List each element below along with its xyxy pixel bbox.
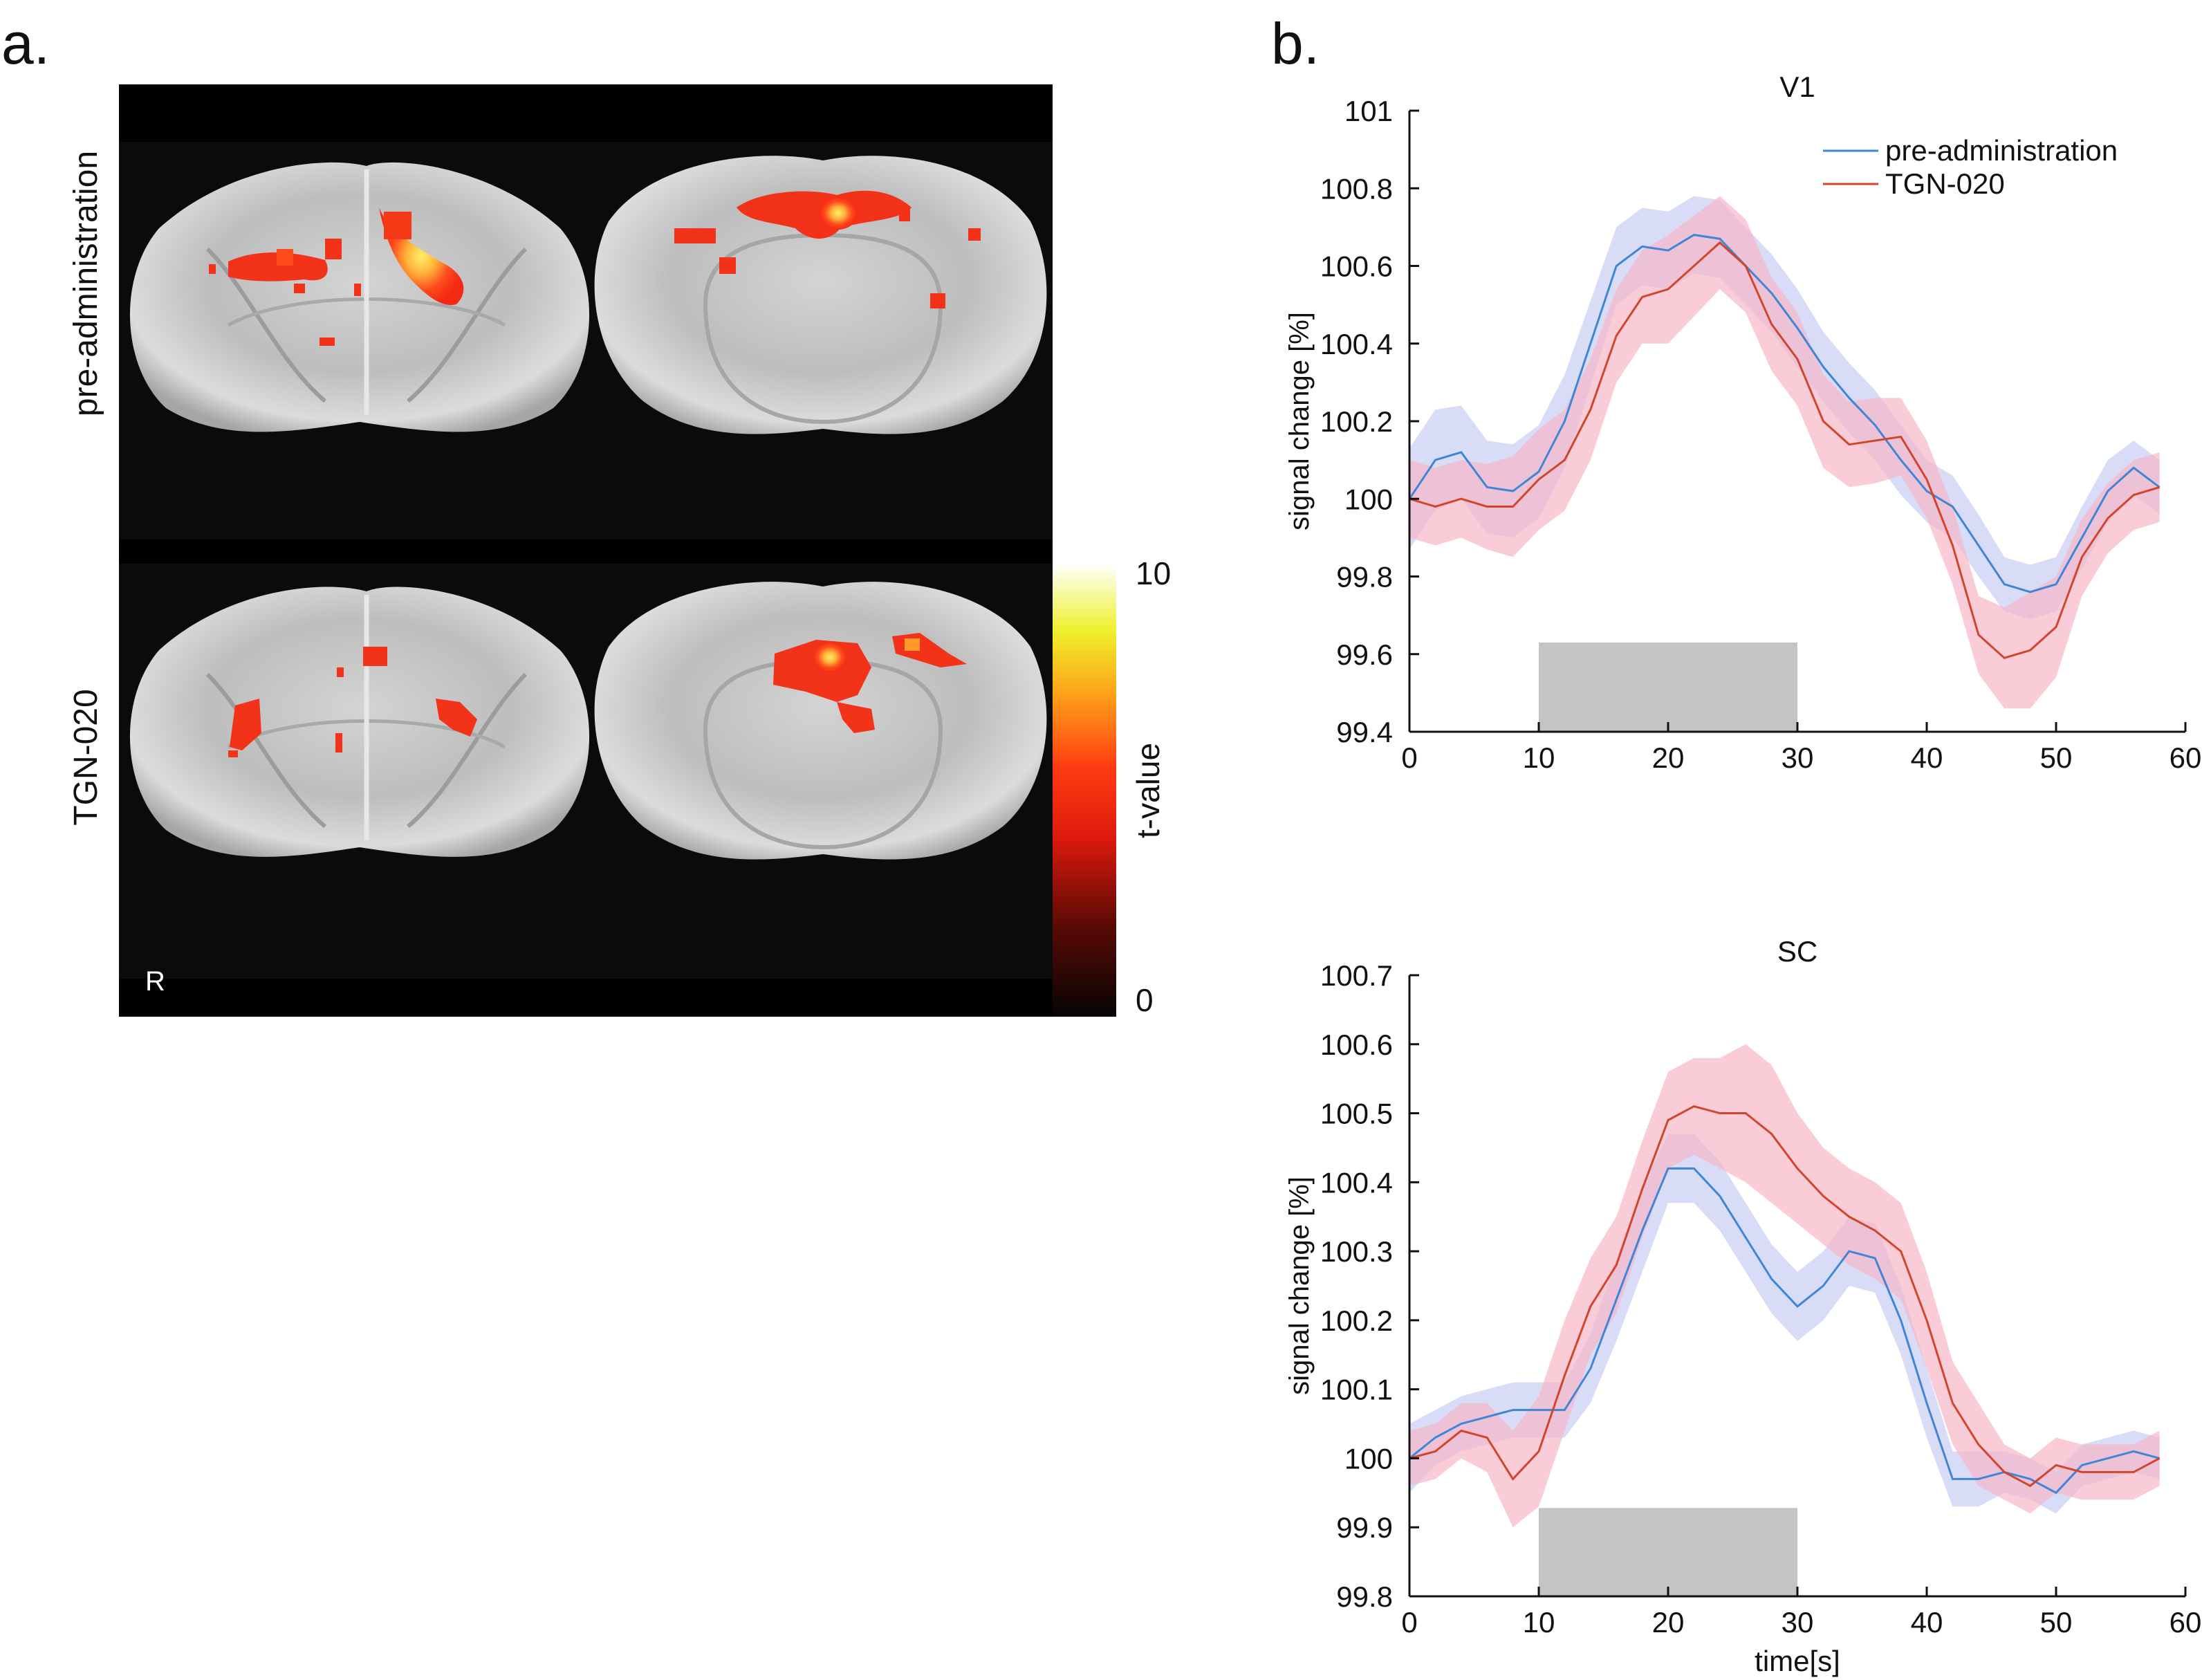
brain-map-panel: 10 0 t-value R: [119, 84, 1171, 1018]
colorbar: [1053, 564, 1116, 1017]
orientation-label: R: [145, 966, 165, 997]
colorbar-max-label: 10: [1136, 555, 1171, 591]
v1-x-tick-label: 30: [1782, 741, 1814, 774]
sc-chart-title: SC: [1777, 935, 1817, 968]
v1-y-tick-label: 100.2: [1320, 405, 1393, 438]
sc-y-tick-label: 100: [1344, 1442, 1393, 1475]
panel-b-label: b.: [1271, 11, 1320, 76]
sc-x-tick-label: 50: [2040, 1606, 2073, 1639]
v1-y-tick-label: 99.6: [1336, 638, 1393, 671]
v1-x-tick-label: 50: [2040, 741, 2073, 774]
brain-slice-tgn-anterior: [129, 587, 590, 857]
brain-slice-pre-posterior: [594, 156, 1047, 434]
sc-y-tick-label: 100.6: [1320, 1028, 1393, 1061]
sc-y-tick-label: 100.4: [1320, 1166, 1393, 1199]
v1-y-tick-label: 100.4: [1320, 328, 1393, 360]
v1-y-axis-label: signal change [%]: [1284, 312, 1315, 530]
sc-y-axis-label: signal change [%]: [1284, 1176, 1315, 1395]
row-label-tgn: TGN-020: [68, 689, 104, 825]
legend-label-tgn: TGN-020: [1885, 167, 2005, 200]
v1-tgn-error-band: [1409, 196, 2160, 709]
sc-y-tick-label: 100.1: [1320, 1374, 1393, 1406]
v1-x-tick-label: 20: [1652, 741, 1685, 774]
v1-y-tick-label: 99.4: [1336, 716, 1393, 748]
sc-pre-error-band: [1409, 1134, 2160, 1514]
colorbar-title: t-value: [1130, 743, 1166, 838]
sc-y-tick-label: 100.2: [1320, 1304, 1393, 1337]
brain-slice-pre-anterior: [129, 162, 590, 432]
v1-stimulus-block: [1539, 642, 1797, 732]
row-label-pre: pre-administration: [68, 151, 104, 416]
v1-y-tick-label: 100.6: [1320, 250, 1393, 283]
brain-slice-tgn-posterior: [594, 582, 1047, 860]
v1-x-tick-label: 0: [1401, 741, 1417, 774]
v1-x-tick-label: 10: [1523, 741, 1555, 774]
sc-tgn-error-band: [1409, 1044, 2160, 1528]
legend-label-pre: pre-administration: [1885, 134, 2118, 167]
sc-x-tick-label: 60: [2169, 1606, 2202, 1639]
chart-sc: 99.899.9100100.1100.2100.3100.4100.5100.…: [1284, 935, 2201, 1677]
sc-tgn-line: [1409, 1105, 2161, 1488]
v1-y-tick-label: 100.8: [1320, 172, 1393, 205]
sc-x-axis-label: time[s]: [1755, 1645, 1840, 1677]
sc-y-tick-label: 99.9: [1336, 1511, 1393, 1544]
v1-y-tick-label: 99.8: [1336, 561, 1393, 593]
v1-pre-error-band: [1409, 196, 2160, 620]
colorbar-min-label: 0: [1136, 982, 1154, 1018]
sc-y-tick-label: 99.8: [1336, 1580, 1393, 1613]
sc-x-tick-label: 30: [1782, 1606, 1814, 1639]
v1-pre-line: [1408, 234, 2161, 593]
v1-y-tick-label: 101: [1344, 95, 1393, 127]
v1-x-tick-label: 60: [2169, 741, 2202, 774]
v1-y-tick-label: 100: [1344, 483, 1393, 515]
sc-y-tick-label: 100.3: [1320, 1235, 1393, 1268]
v1-chart-title: V1: [1779, 71, 1815, 103]
sc-x-tick-label: 40: [1911, 1606, 1943, 1639]
v1-tgn-line: [1409, 241, 2161, 660]
v1-x-tick-label: 40: [1911, 741, 1943, 774]
sc-x-tick-label: 20: [1652, 1606, 1685, 1639]
sc-y-tick-label: 100.5: [1320, 1098, 1393, 1130]
sc-y-tick-label: 100.7: [1320, 959, 1393, 992]
sc-x-tick-label: 10: [1523, 1606, 1555, 1639]
sc-stimulus-block: [1539, 1508, 1797, 1596]
sc-x-tick-label: 0: [1401, 1606, 1417, 1639]
panel-a-label: a.: [1, 11, 50, 76]
